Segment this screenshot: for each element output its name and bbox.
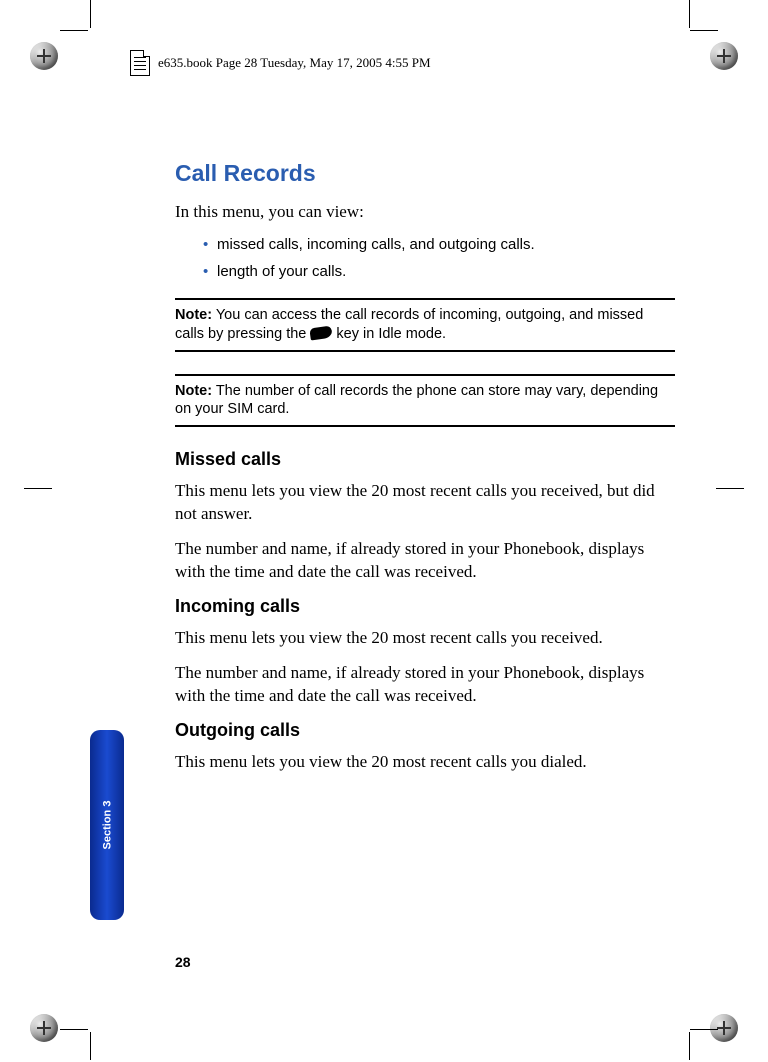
note-label: Note: [175, 383, 212, 399]
list-item: length of your calls. [203, 263, 675, 280]
section-tab-label: Section 3 [101, 801, 113, 850]
body-text: This menu lets you view the 20 most rece… [175, 480, 675, 526]
list-item: missed calls, incoming calls, and outgoi… [203, 236, 675, 253]
page-frame: e635.book Page 28 Tuesday, May 17, 2005 … [90, 30, 690, 1030]
page-title: Call Records [175, 160, 675, 187]
intro-text: In this menu, you can view: [175, 201, 675, 224]
note-text: The number of call records the phone can… [175, 383, 658, 418]
section-heading: Outgoing calls [175, 720, 675, 741]
content-area: Call Records In this menu, you can view:… [175, 160, 675, 786]
crop-mark [60, 30, 88, 31]
crop-mark [90, 1032, 91, 1060]
body-text: This menu lets you view the 20 most rece… [175, 627, 675, 650]
crop-mark [24, 488, 52, 489]
crop-mark [90, 0, 91, 28]
body-text: This menu lets you view the 20 most rece… [175, 751, 675, 774]
screw-icon [30, 1014, 58, 1042]
note-label: Note: [175, 307, 212, 323]
document-icon [130, 50, 150, 76]
screw-icon [30, 42, 58, 70]
screw-icon [710, 42, 738, 70]
send-key-icon [310, 325, 333, 340]
header-text: e635.book Page 28 Tuesday, May 17, 2005 … [158, 55, 431, 71]
crop-mark [689, 0, 690, 28]
body-text: The number and name, if already stored i… [175, 538, 675, 584]
screw-icon [710, 1014, 738, 1042]
page-header: e635.book Page 28 Tuesday, May 17, 2005 … [130, 50, 650, 76]
note-block: Note: You can access the call records of… [175, 298, 675, 352]
note-block: Note: The number of call records the pho… [175, 374, 675, 428]
note-text: key in Idle mode. [332, 326, 446, 342]
bullet-list: missed calls, incoming calls, and outgoi… [203, 236, 675, 280]
section-tab: Section 3 [90, 730, 124, 920]
crop-mark [60, 1029, 88, 1030]
section-heading: Missed calls [175, 449, 675, 470]
crop-mark [690, 1029, 718, 1030]
crop-mark [716, 488, 744, 489]
body-text: The number and name, if already stored i… [175, 662, 675, 708]
page-number: 28 [175, 954, 191, 970]
section-heading: Incoming calls [175, 596, 675, 617]
crop-mark [690, 30, 718, 31]
crop-mark [689, 1032, 690, 1060]
